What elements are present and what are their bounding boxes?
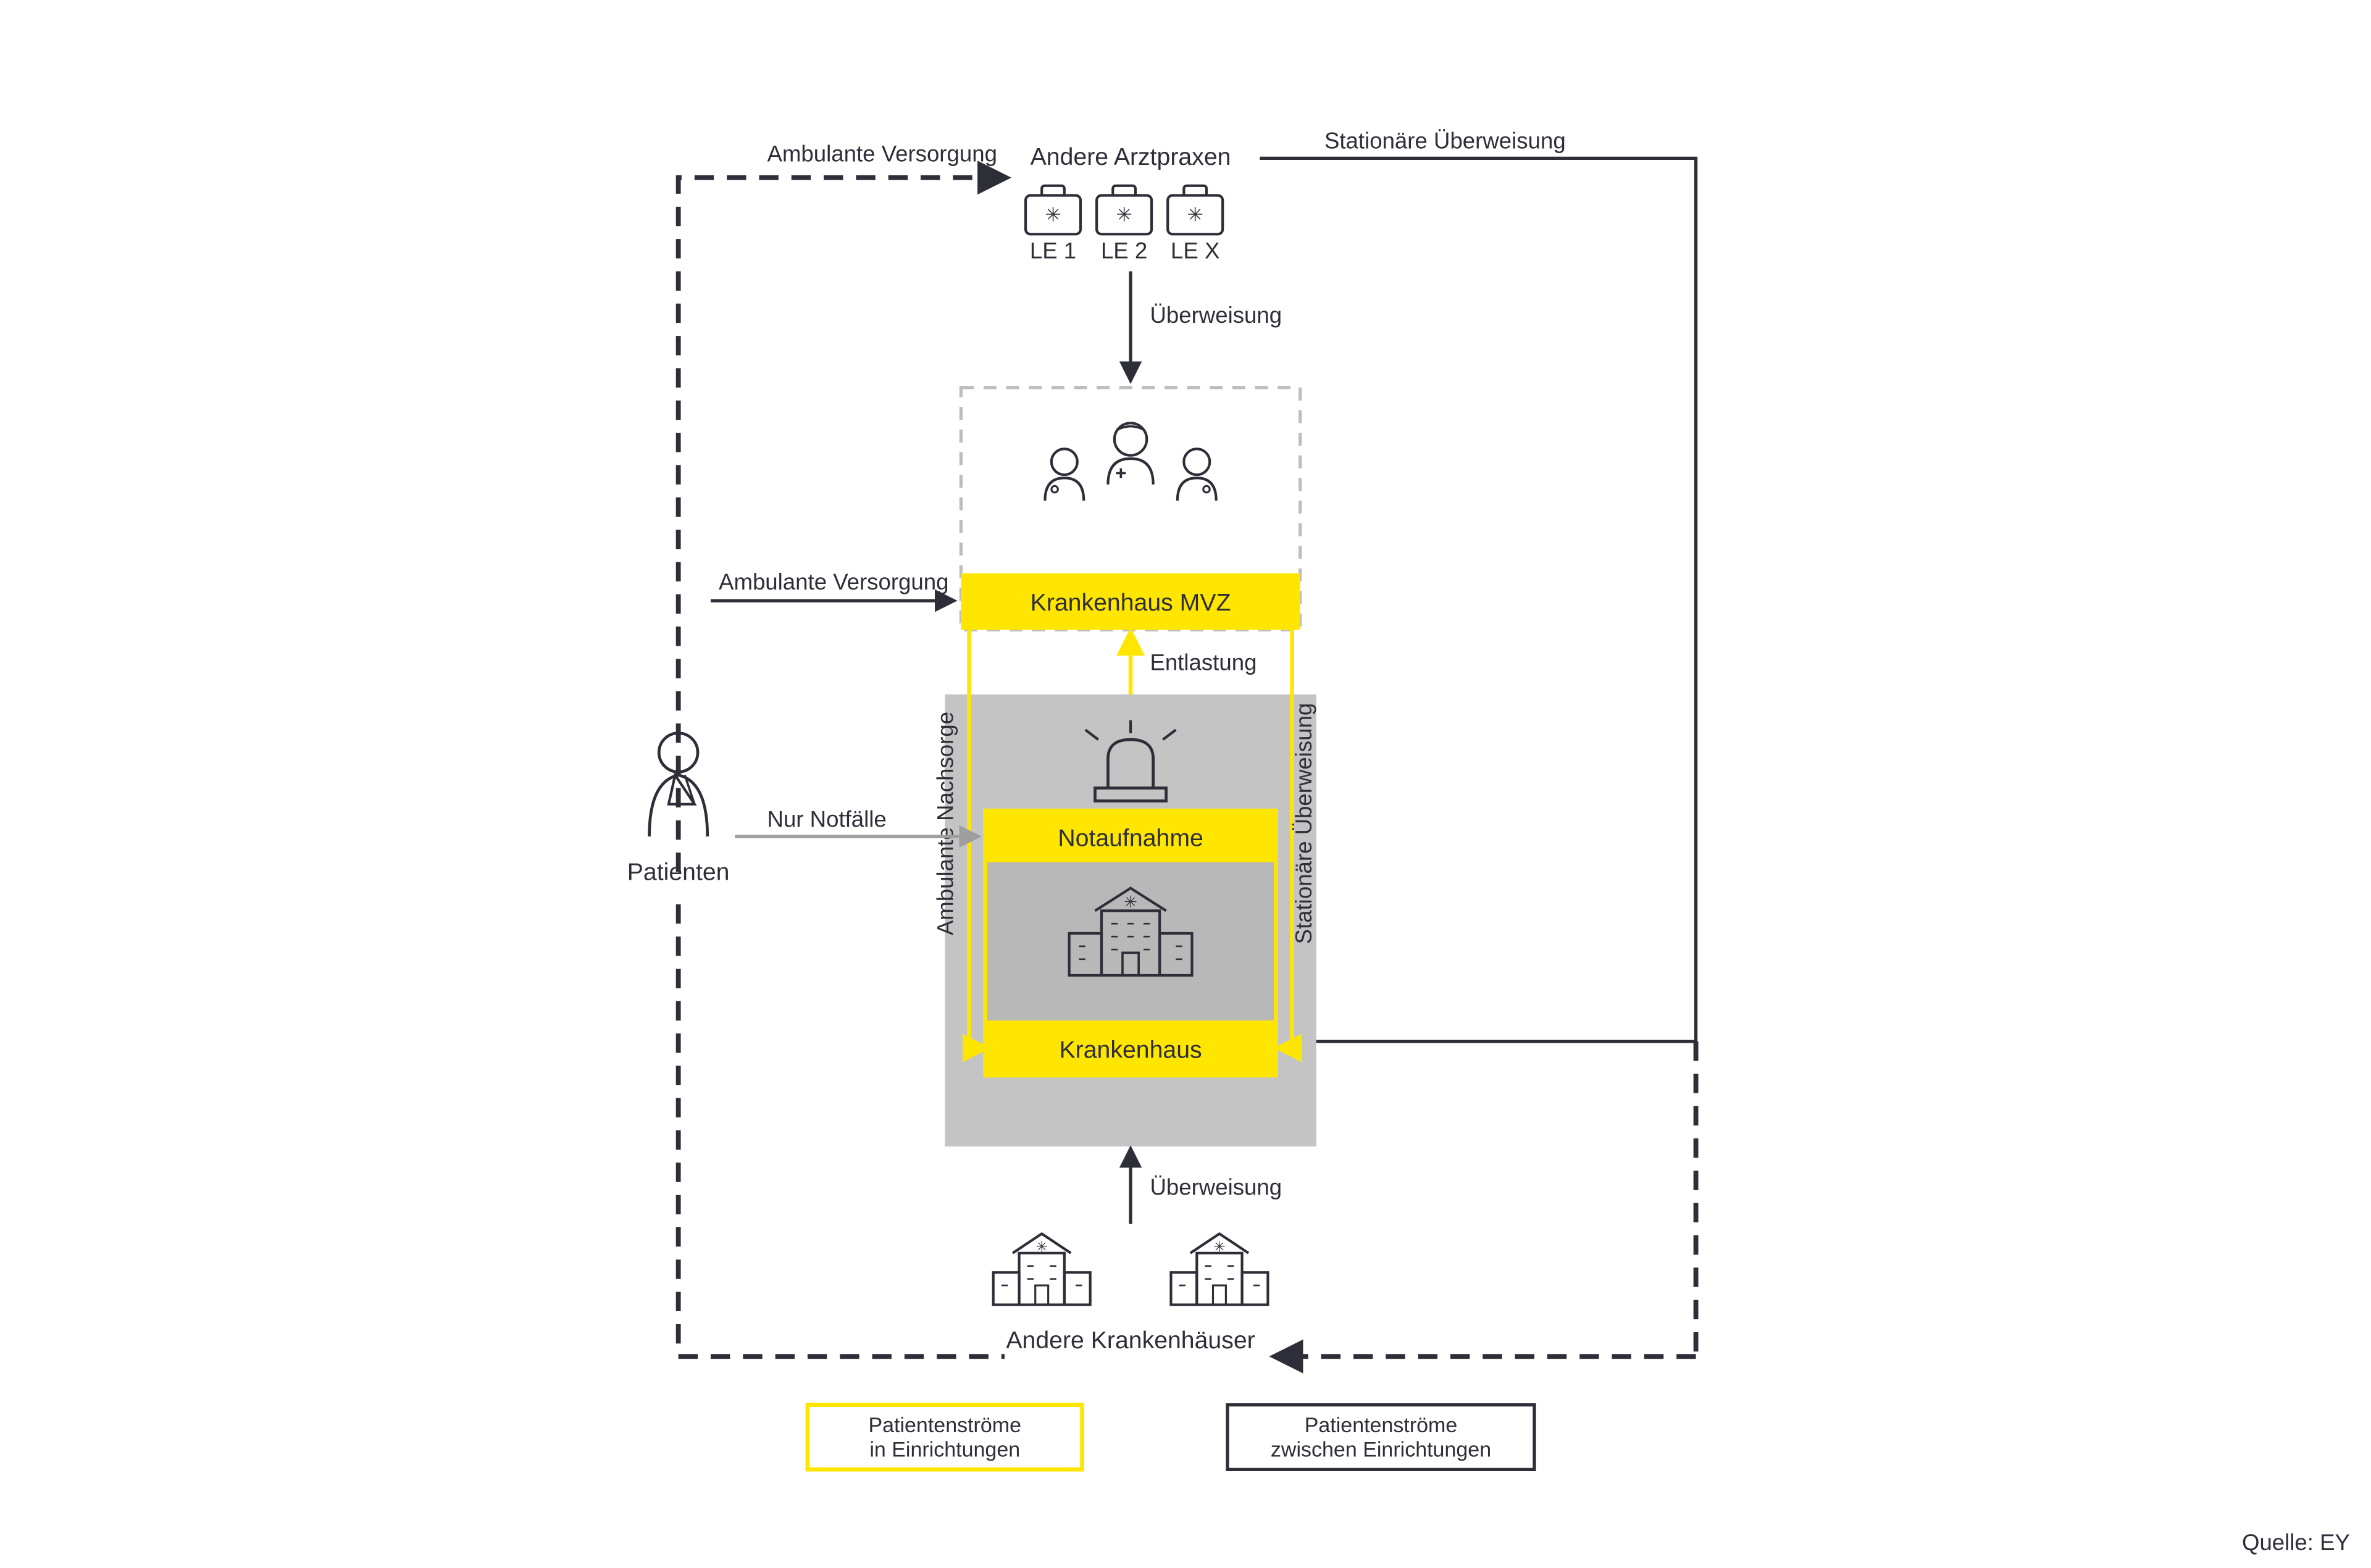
hospital-inner-grey [985, 862, 1276, 1020]
briefcase-icon-1: ✳ [1026, 186, 1081, 234]
label-krankenhaus: Krankenhaus [1060, 1036, 1202, 1063]
label-stationaere-ueberweisung: Stationäre Überweisung [1324, 128, 1566, 154]
label-entlastung: Entlastung [1150, 650, 1257, 675]
label-ueberweisung-bottom: Überweisung [1150, 1175, 1282, 1200]
svg-text:✳: ✳ [1124, 893, 1137, 911]
svg-text:✳: ✳ [1213, 1238, 1226, 1254]
svg-text:✳: ✳ [1035, 1238, 1048, 1254]
label-patienten: Patienten [627, 859, 730, 886]
hospital-icon-left: ✳ [993, 1233, 1090, 1304]
path-stationaere-ueberweisung-top [1260, 158, 1696, 1041]
hospital-icon-right: ✳ [1171, 1233, 1268, 1304]
legend-right-line1: Patientenströme [1305, 1414, 1458, 1437]
title-andere-arztpraxen: Andere Arztpraxen [1031, 143, 1231, 170]
label-andere-krankenhaeuser: Andere Krankenhäuser [1006, 1327, 1255, 1354]
doctor-icon-left [1045, 449, 1084, 501]
legend-left-line1: Patientenströme [868, 1414, 1021, 1437]
briefcase-icon-2: ✳ [1097, 186, 1152, 234]
node-andere-arztpraxen: Andere Arztpraxen ✳ ✳ ✳ LE 1 LE 2 LE X [1026, 143, 1231, 264]
le-label-1: LE 1 [1030, 238, 1076, 264]
svg-text:✳: ✳ [1187, 204, 1203, 225]
label-ambulante-nachsorge: Ambulante Nachsorge [932, 712, 958, 935]
label-nur-notfaelle: Nur Notfälle [767, 806, 887, 832]
le-label-3: LE X [1171, 238, 1219, 264]
label-stationaere-ueberweisung-v: Stationäre Überweisung [1291, 703, 1316, 945]
label-notaufnahme: Notaufnahme [1058, 825, 1203, 852]
source-label: Quelle: EY [2242, 1530, 2350, 1555]
svg-text:✳: ✳ [1116, 204, 1132, 225]
label-ambulante-versorgung-top: Ambulante Versorgung [767, 141, 997, 167]
label-mvz: Krankenhaus MVZ [1031, 589, 1231, 616]
briefcase-icons: ✳ ✳ ✳ [1026, 186, 1223, 234]
label-ambulante-versorgung-2: Ambulante Versorgung [719, 569, 948, 594]
doctor-icon-center [1108, 423, 1153, 484]
le-label-2: LE 2 [1101, 238, 1147, 264]
briefcase-icon-3: ✳ [1168, 186, 1223, 234]
legend-left-line2: in Einrichtungen [869, 1438, 1020, 1461]
legend-right-line2: zwischen Einrichtungen [1271, 1438, 1491, 1461]
doctor-icon-right [1177, 449, 1216, 501]
svg-text:✳: ✳ [1045, 204, 1061, 225]
label-ueberweisung-top: Überweisung [1150, 302, 1282, 328]
doctor-icons [1045, 423, 1216, 501]
legend: Patientenströme in Einrichtungen Patient… [808, 1405, 1534, 1470]
